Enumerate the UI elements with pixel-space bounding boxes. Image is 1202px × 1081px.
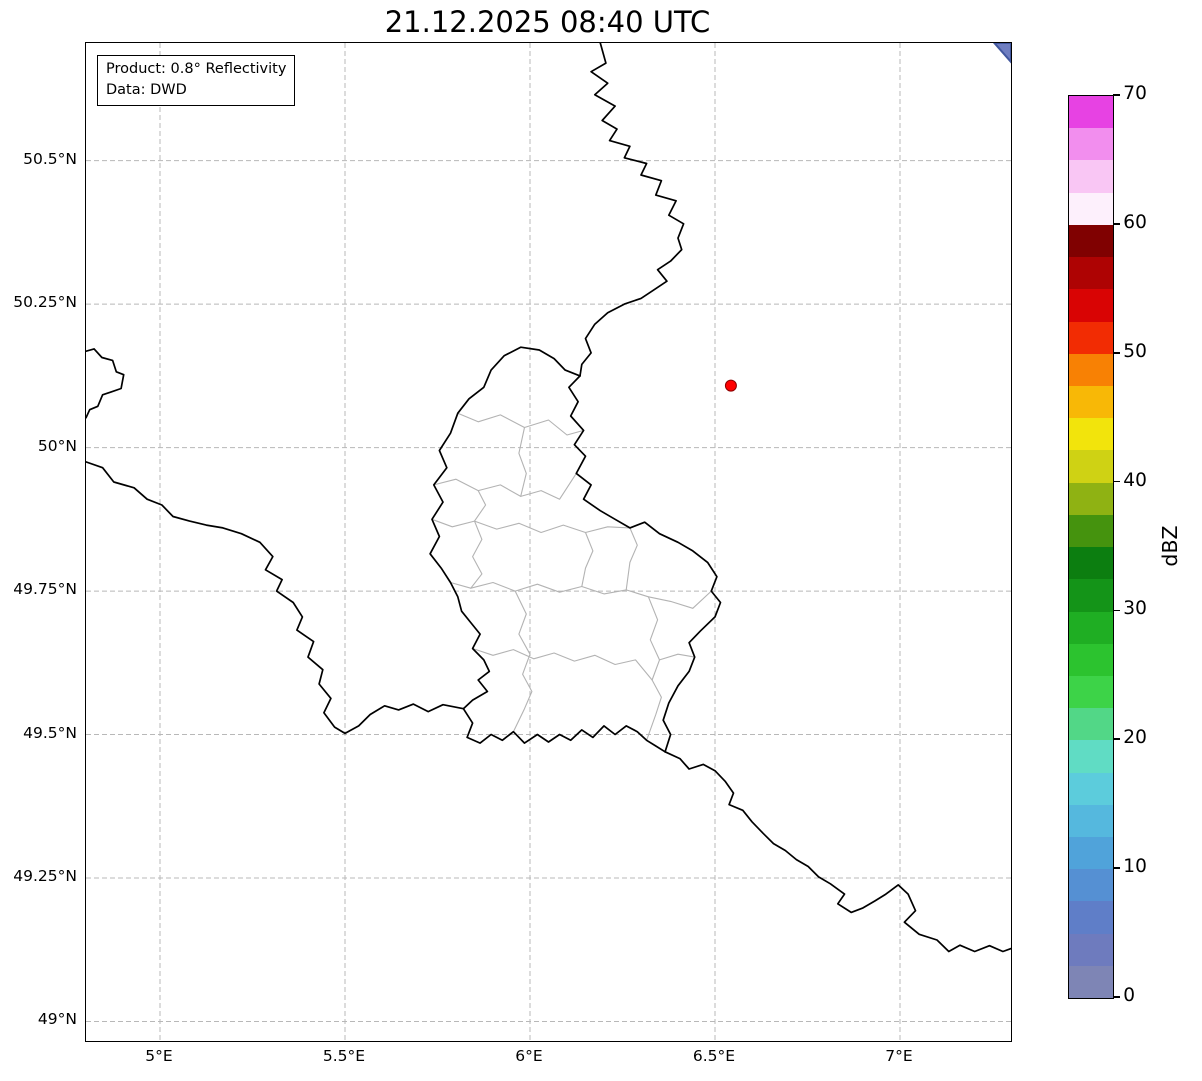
admin-border [658, 653, 696, 661]
country-border [86, 348, 125, 419]
y-tick-label: 49.25°N [13, 867, 77, 885]
x-tick-label: 7°E [885, 1047, 913, 1065]
admin-border [646, 596, 662, 741]
colorbar-tick-label: 60 [1123, 211, 1147, 233]
colorbar-band [1069, 514, 1113, 548]
admin-border [472, 647, 653, 681]
colorbar-band [1069, 772, 1113, 805]
colorbar-tick [1113, 867, 1121, 869]
colorbar-band [1069, 289, 1113, 322]
colorbar-band [1069, 579, 1113, 612]
product-info-box: Product: 0.8° Reflectivity Data: DWD [97, 55, 296, 107]
x-tick-label: 5.5°E [322, 1047, 366, 1065]
colorbar-tick-label: 10 [1123, 856, 1147, 878]
admin-border [518, 426, 527, 497]
colorbar-band [1069, 675, 1113, 709]
x-tick-label: 5°E [145, 1047, 173, 1065]
country-border [579, 43, 685, 377]
colorbar-band [1069, 450, 1113, 483]
colorbar-band [1069, 257, 1113, 290]
colorbar-band [1069, 933, 1113, 966]
colorbar-tick-label: 70 [1123, 83, 1147, 104]
admin-border [512, 590, 533, 733]
admin-border [431, 518, 631, 534]
admin-border [433, 472, 577, 500]
colorbar-tick [1113, 609, 1121, 612]
country-border [568, 375, 722, 753]
colorbar-tick-label: 30 [1123, 598, 1147, 620]
country-border [664, 750, 1011, 953]
colorbar-tick [1113, 94, 1121, 96]
admin-border [625, 527, 638, 591]
country-border [429, 346, 581, 710]
colorbar-band [1069, 965, 1113, 999]
colorbar-band [1069, 643, 1113, 676]
admin-border [457, 412, 585, 436]
map-title: 21.12.2025 08:40 UTC [384, 5, 711, 39]
colorbar-tick-label: 20 [1123, 727, 1147, 749]
y-tick-label: 49.75°N [13, 580, 77, 599]
radar-location-marker [724, 379, 737, 392]
colorbar-band [1069, 321, 1113, 354]
colorbar-tick [1113, 223, 1121, 225]
map-panel: Product: 0.8° Reflectivity Data: DWD [85, 42, 1012, 1042]
y-tick-label: 50°N [37, 436, 77, 455]
data-source-line: Data: DWD [106, 81, 187, 98]
colorbar-band [1069, 708, 1113, 741]
colorbar-band [1069, 418, 1113, 451]
colorbar-tick [1113, 480, 1121, 483]
colorbar-band [1069, 482, 1113, 515]
colorbar-tick-label: 0 [1123, 985, 1136, 1006]
colorbar-band [1069, 224, 1113, 258]
x-tick-label: 6°E [515, 1047, 543, 1065]
colorbar-band [1069, 96, 1113, 129]
colorbar-tick [1113, 351, 1121, 354]
colorbar-tick-label: 40 [1123, 469, 1147, 491]
x-tick-label: 6.5°E [692, 1047, 736, 1065]
country-border [86, 461, 465, 735]
y-tick-label: 49°N [37, 1010, 77, 1029]
product-line: Product: 0.8° Reflectivity [106, 61, 287, 77]
colorbar-unit-label: dBZ [1158, 525, 1182, 567]
colorbar-tick [1113, 996, 1121, 998]
colorbar-band [1069, 547, 1113, 580]
colorbar-band [1069, 901, 1113, 934]
admin-border [470, 490, 487, 589]
admin-border [581, 531, 594, 588]
colorbar-band [1069, 160, 1113, 193]
colorbar-band [1069, 869, 1113, 902]
map-canvas [86, 43, 1011, 1041]
colorbar-band [1069, 128, 1113, 161]
colorbar-band [1069, 192, 1113, 225]
y-tick-label: 50.25°N [13, 293, 77, 312]
y-tick-label: 49.5°N [23, 723, 77, 742]
colorbar [1068, 95, 1114, 999]
colorbar-band [1069, 385, 1113, 419]
colorbar-band [1069, 837, 1113, 870]
country-border [462, 707, 666, 753]
colorbar-band [1069, 740, 1113, 773]
reflectivity-patch [993, 43, 1011, 64]
colorbar-band [1069, 353, 1113, 386]
colorbar-band [1069, 804, 1113, 838]
admin-border [449, 581, 712, 609]
colorbar-tick-label: 50 [1123, 340, 1147, 362]
y-tick-label: 50.5°N [23, 149, 77, 168]
colorbar-band [1069, 611, 1113, 644]
colorbar-tick [1113, 738, 1121, 741]
